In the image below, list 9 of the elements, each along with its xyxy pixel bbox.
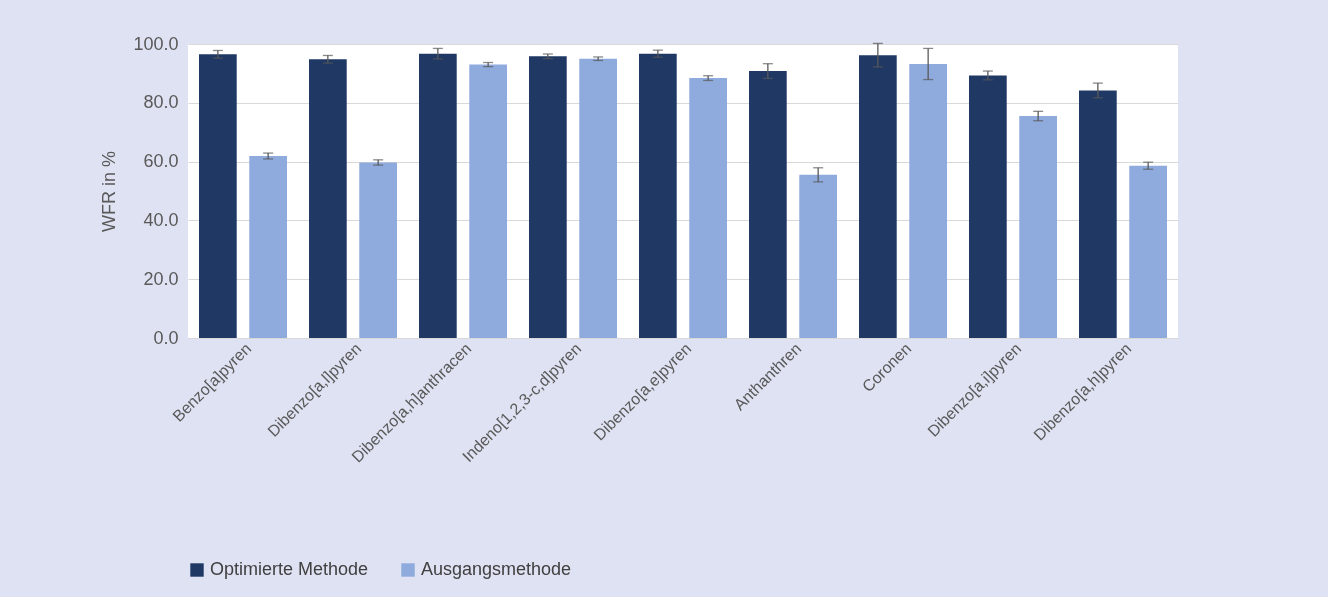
y-tick-label: 80.0: [143, 92, 179, 113]
y-axis-title: WFR in %: [99, 151, 120, 232]
y-tick-label: 60.0: [143, 151, 179, 172]
y-tick-label: 40.0: [143, 209, 179, 230]
y-tick-label: 0.0: [153, 327, 179, 348]
y-tick-label: 100.0: [133, 33, 179, 54]
legend-label: Optimierte Methode: [210, 559, 369, 579]
legend-label: Ausgangsmethode: [421, 559, 572, 579]
y-tick-label: 20.0: [143, 268, 179, 289]
